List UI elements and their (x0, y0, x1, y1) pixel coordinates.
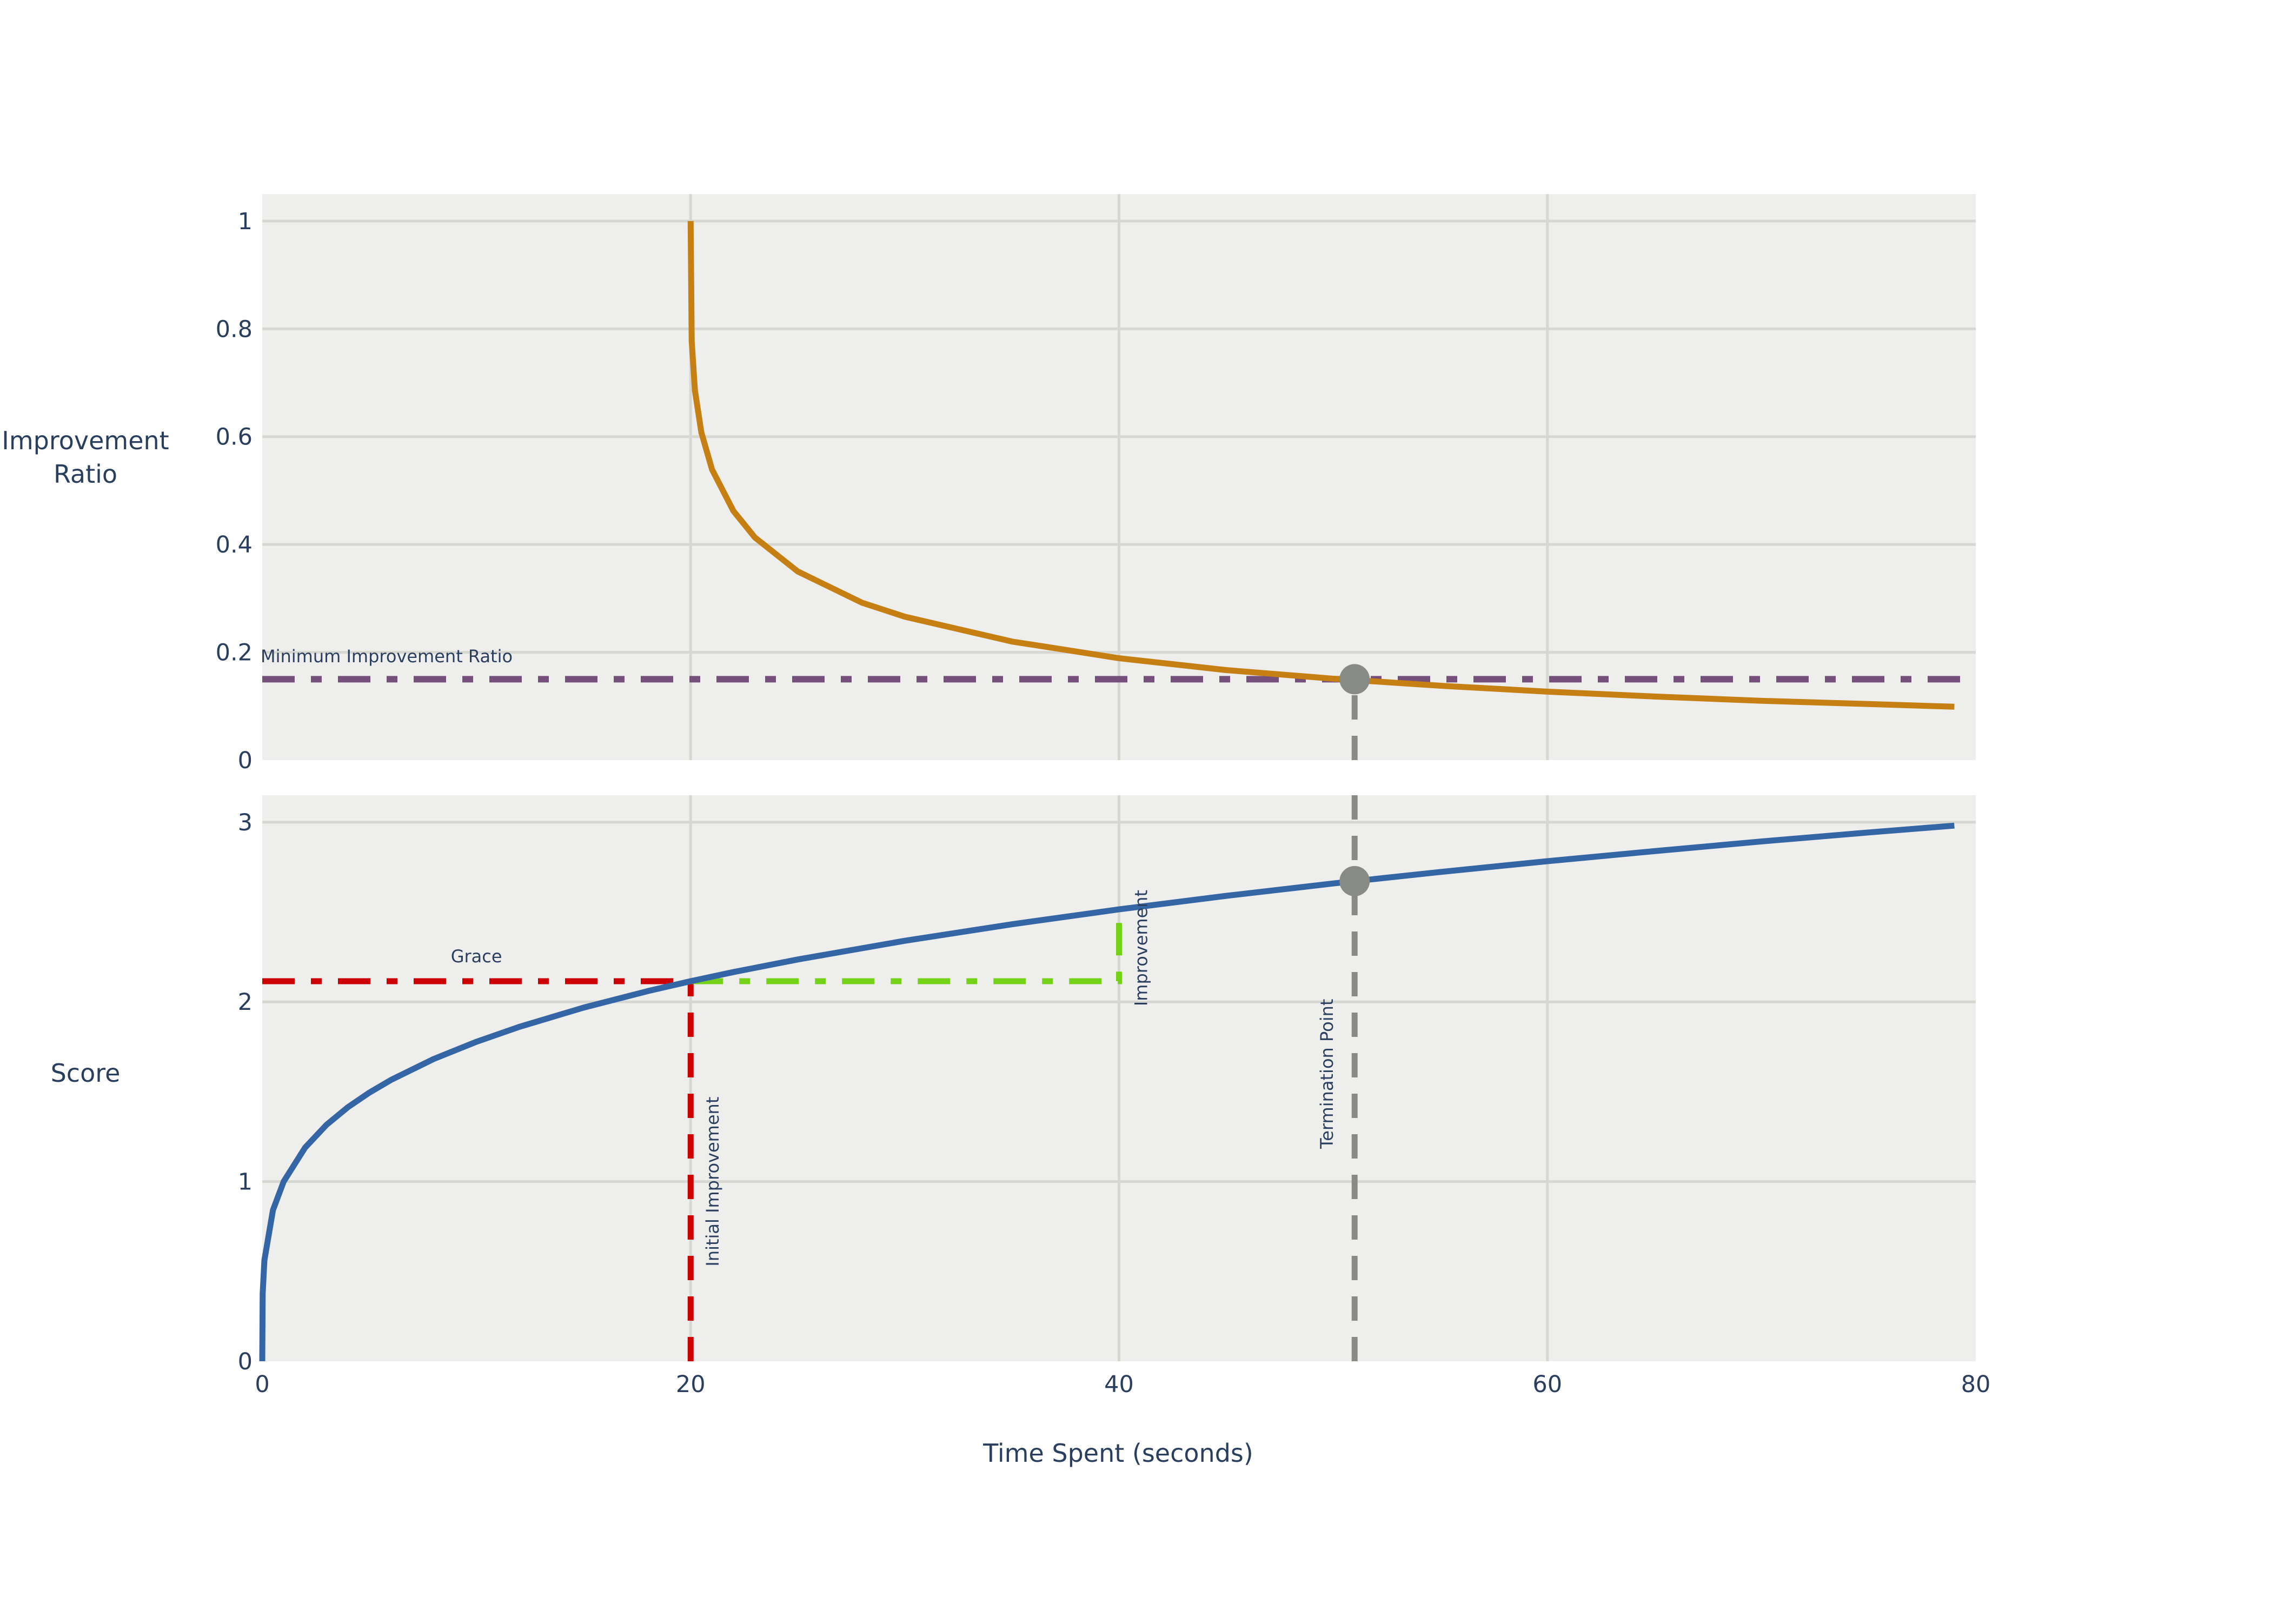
top-y-tick-label: 0.2 (216, 640, 253, 667)
improvement-label: Improvement (1131, 890, 1152, 1006)
top-y-tick-label: 0.6 (216, 424, 253, 451)
grace-label: Grace (451, 946, 502, 967)
top-y-axis-title: Improvement Ratio (2, 426, 169, 489)
x-tick-label: 0 (255, 1371, 269, 1398)
x-axis-title: Time Spent (seconds) (982, 1439, 1253, 1468)
bottom-y-tick-label: 2 (238, 989, 253, 1016)
top-series-line (687, 221, 1955, 710)
top-y-tick-label: 0 (238, 747, 253, 774)
annotation-line-improvement (690, 909, 1122, 984)
top-y-axis-title-line: Improvement (2, 426, 169, 455)
bottom-termination-marker (1339, 866, 1370, 896)
bottom-series-line (259, 822, 1955, 1362)
bottom-y-tick-label: 3 (238, 809, 253, 836)
top-y-axis-title-line: Ratio (54, 460, 117, 489)
marks (259, 221, 1976, 1362)
top-termination-marker (1339, 664, 1370, 695)
top-y-tick-label: 0.4 (216, 531, 253, 558)
threshold-label: Minimum Improvement Ratio (261, 646, 513, 667)
bottom-y-tick-label: 0 (238, 1348, 253, 1375)
labels: 0 0.2 0.4 0.6 0.8 1 0 1 2 3 0 20 40 60 80 Minimum Impro… (216, 208, 1991, 1398)
x-tick-label: 40 (1104, 1371, 1134, 1398)
top-y-tick-label: 1 (238, 208, 253, 235)
bottom-y-axis-title: Score (51, 1059, 121, 1088)
x-tick-label: 20 (676, 1371, 706, 1398)
top-y-tick-label: 0.8 (216, 316, 253, 343)
x-tick-label: 60 (1532, 1371, 1562, 1398)
initial-improvement-label: Initial Improvement (702, 1097, 723, 1267)
termination-point-label: Termination Point (1317, 999, 1337, 1149)
x-tick-label: 80 (1961, 1371, 1991, 1398)
bottom-y-tick-label: 1 (238, 1169, 253, 1196)
